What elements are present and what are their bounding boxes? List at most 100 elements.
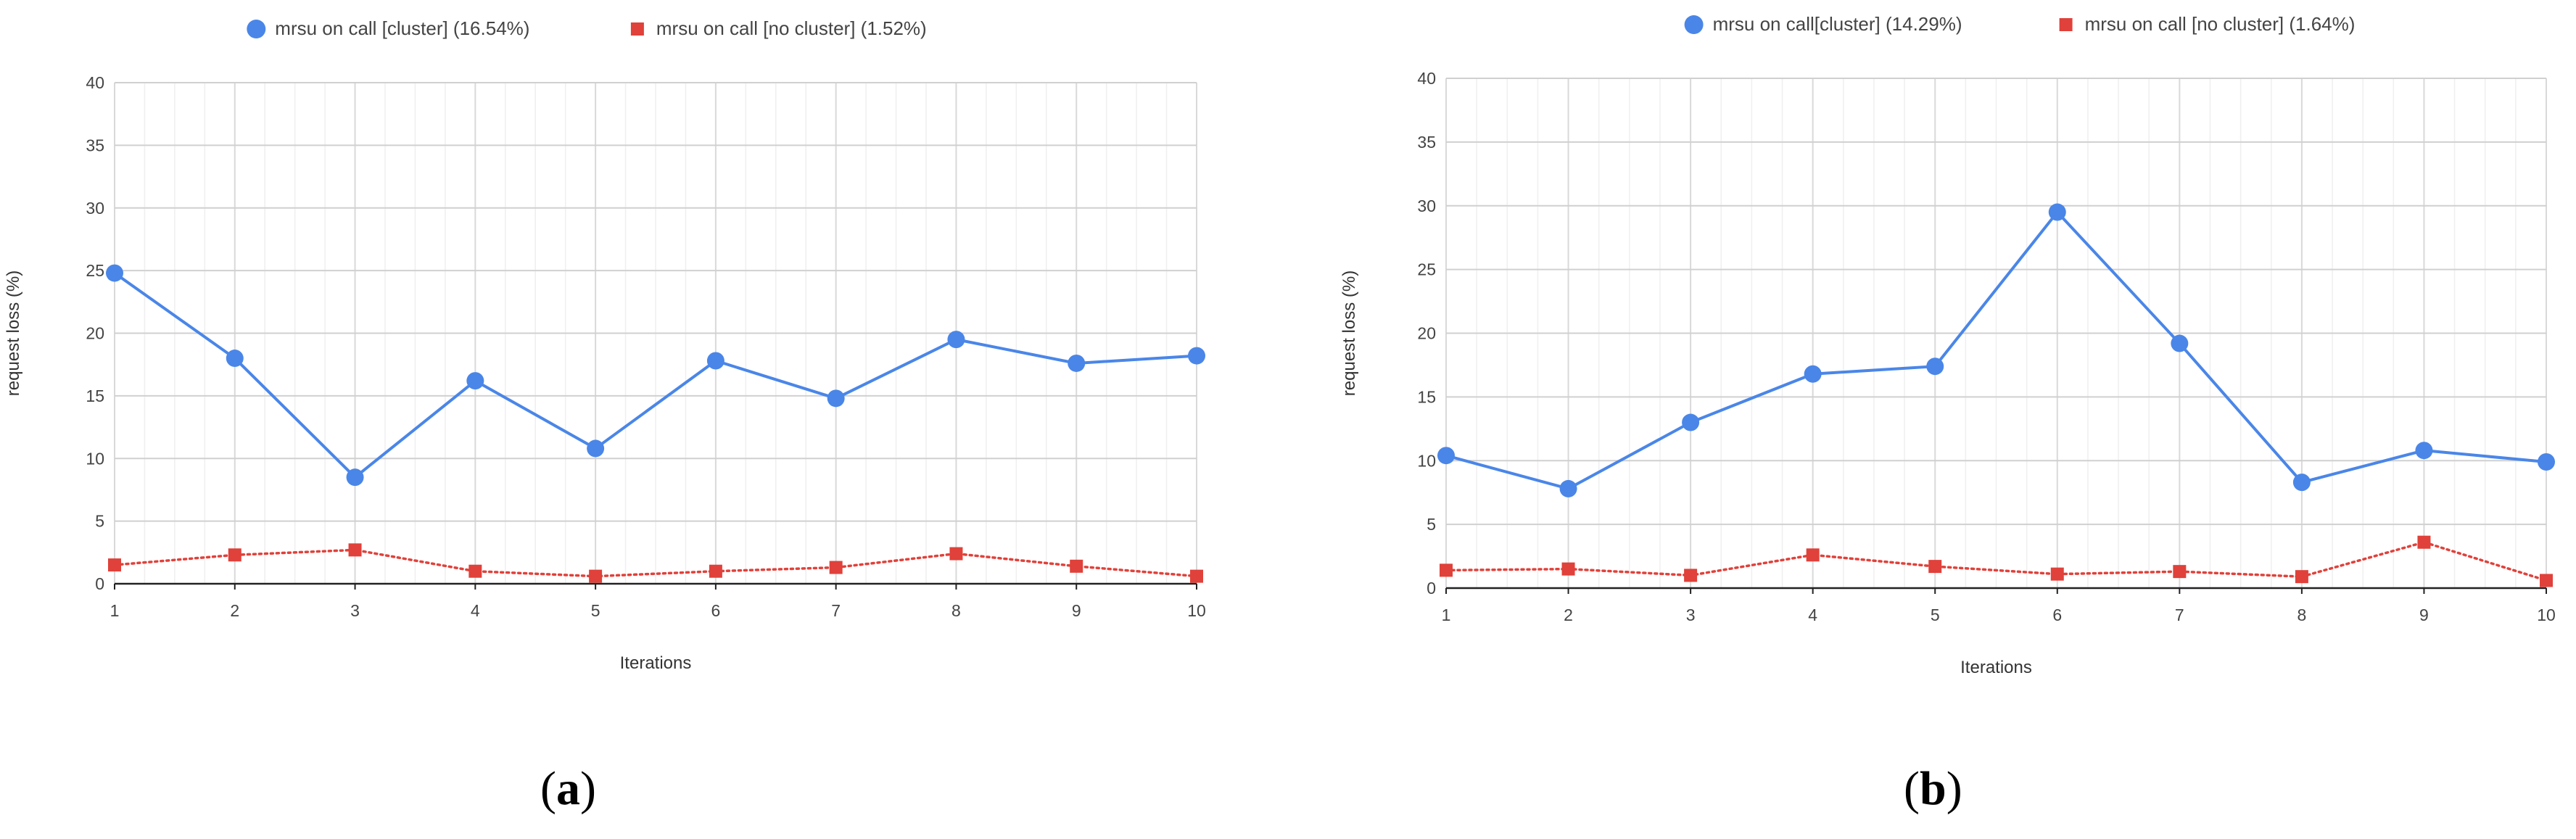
data-point xyxy=(947,331,965,349)
data-point xyxy=(108,558,121,572)
legend-marker xyxy=(247,20,266,38)
x-tick-label: 1 xyxy=(1442,606,1451,624)
data-point xyxy=(2048,203,2066,221)
y-tick-label: 10 xyxy=(1417,451,1436,470)
x-tick-label: 3 xyxy=(350,601,360,620)
x-tick-label: 8 xyxy=(951,601,961,620)
x-tick-label: 4 xyxy=(471,601,480,620)
y-tick-label: 25 xyxy=(1417,260,1436,279)
x-tick-label: 10 xyxy=(2537,606,2556,624)
data-point xyxy=(346,468,364,487)
data-point xyxy=(1806,548,1820,562)
panel-label-a: (a) xyxy=(540,762,596,815)
x-tick-label: 2 xyxy=(230,601,239,620)
data-point xyxy=(1928,560,1942,574)
data-point xyxy=(466,372,484,390)
y-tick-label: 0 xyxy=(95,574,104,593)
panel-label-b: (b) xyxy=(1904,762,1962,815)
y-tick-label: 30 xyxy=(1417,197,1436,215)
x-tick-label: 10 xyxy=(1187,601,1206,620)
y-tick-label: 15 xyxy=(1417,387,1436,406)
y-tick-label: 5 xyxy=(1427,515,1436,534)
x-axis-title: Iterations xyxy=(620,653,692,673)
data-point xyxy=(709,564,722,578)
data-point xyxy=(1684,569,1698,582)
data-point xyxy=(348,543,362,557)
data-point xyxy=(106,264,123,282)
legend-entry: mrsu on call [cluster] (16.54%) xyxy=(275,17,529,39)
data-point xyxy=(949,547,963,561)
data-point xyxy=(1190,569,1203,583)
legend-entry: mrsu on call[cluster] (14.29%) xyxy=(1713,13,1962,35)
data-point xyxy=(1440,563,1453,577)
data-point xyxy=(1068,354,1086,372)
data-point xyxy=(829,561,843,574)
legend-entry: mrsu on call [no cluster] (1.52%) xyxy=(656,17,927,39)
y-axis-title: request loss (%) xyxy=(1339,270,1359,396)
data-point xyxy=(1188,347,1205,365)
data-point xyxy=(1682,413,1700,431)
series-line-1 xyxy=(1445,210,2547,491)
legend-entry: mrsu on call [no cluster] (1.64%) xyxy=(2085,13,2356,35)
y-tick-label: 25 xyxy=(86,261,104,280)
y-axis-title: request loss (%) xyxy=(4,270,23,396)
data-point xyxy=(1926,357,1944,376)
data-point xyxy=(1437,447,1455,465)
chart-a: 0 5 10 15 20 25 30 35 40 1 2 3 4 5 6 7 8 9 10 Iterations req… xyxy=(4,17,1206,673)
x-tick-label: 7 xyxy=(2175,606,2184,624)
y-tick-label: 15 xyxy=(86,387,104,405)
legend-marker xyxy=(630,22,644,36)
y-tick-label: 35 xyxy=(86,136,104,154)
legend-marker xyxy=(1684,15,1704,34)
data-point xyxy=(2540,574,2553,587)
data-point xyxy=(2173,565,2187,579)
data-point xyxy=(1561,562,1575,576)
data-point xyxy=(2415,442,2433,460)
series-line-2 xyxy=(1445,540,2548,582)
data-point xyxy=(2538,453,2555,471)
x-tick-label: 9 xyxy=(1072,601,1081,620)
data-point xyxy=(468,564,482,578)
data-point xyxy=(228,548,242,562)
data-point xyxy=(2295,570,2308,584)
x-axis-title: Iterations xyxy=(1960,658,2032,677)
data-point xyxy=(587,439,605,458)
y-tick-label: 30 xyxy=(86,199,104,218)
x-tick-label: 6 xyxy=(711,601,720,620)
x-tick-label: 2 xyxy=(1564,606,1573,624)
y-tick-label: 20 xyxy=(1417,324,1436,343)
x-tick-label: 5 xyxy=(1931,606,1940,624)
legend-marker xyxy=(2059,18,2073,31)
y-tick-label: 35 xyxy=(1417,133,1436,152)
x-tick-label: 5 xyxy=(591,601,600,620)
data-point xyxy=(2417,535,2431,549)
x-tick-label: 9 xyxy=(2419,606,2429,624)
y-tick-label: 40 xyxy=(86,73,104,92)
data-point xyxy=(589,569,603,583)
data-point xyxy=(1804,365,1822,383)
chart-b: 0 5 10 15 20 25 30 35 40 1 2 3 4 5 6 7 8 9 10 Iterations req… xyxy=(1339,13,2556,677)
data-point xyxy=(827,389,845,408)
y-tick-label: 40 xyxy=(1417,69,1436,88)
data-point xyxy=(2171,334,2189,352)
legend: mrsu on call[cluster] (14.29%) mrsu on ca… xyxy=(1684,13,2356,35)
data-point xyxy=(2292,474,2311,492)
legend: mrsu on call [cluster] (16.54%) mrsu on c… xyxy=(247,17,927,39)
data-point xyxy=(226,350,244,368)
data-point xyxy=(1559,479,1577,497)
y-tick-label: 20 xyxy=(86,324,104,343)
x-tick-label: 4 xyxy=(1808,606,1817,624)
x-tick-label: 8 xyxy=(2297,606,2306,624)
series-line-1 xyxy=(113,271,1197,479)
y-tick-label: 10 xyxy=(86,449,104,468)
data-point xyxy=(2050,567,2064,581)
series-line-2 xyxy=(113,548,1198,578)
x-tick-label: 1 xyxy=(110,601,120,620)
x-tick-label: 7 xyxy=(831,601,841,620)
x-tick-label: 3 xyxy=(1686,606,1696,624)
data-point xyxy=(1070,559,1083,573)
x-tick-label: 6 xyxy=(2052,606,2062,624)
y-tick-label: 0 xyxy=(1427,579,1436,598)
y-tick-label: 5 xyxy=(95,512,104,531)
data-point xyxy=(706,352,724,370)
